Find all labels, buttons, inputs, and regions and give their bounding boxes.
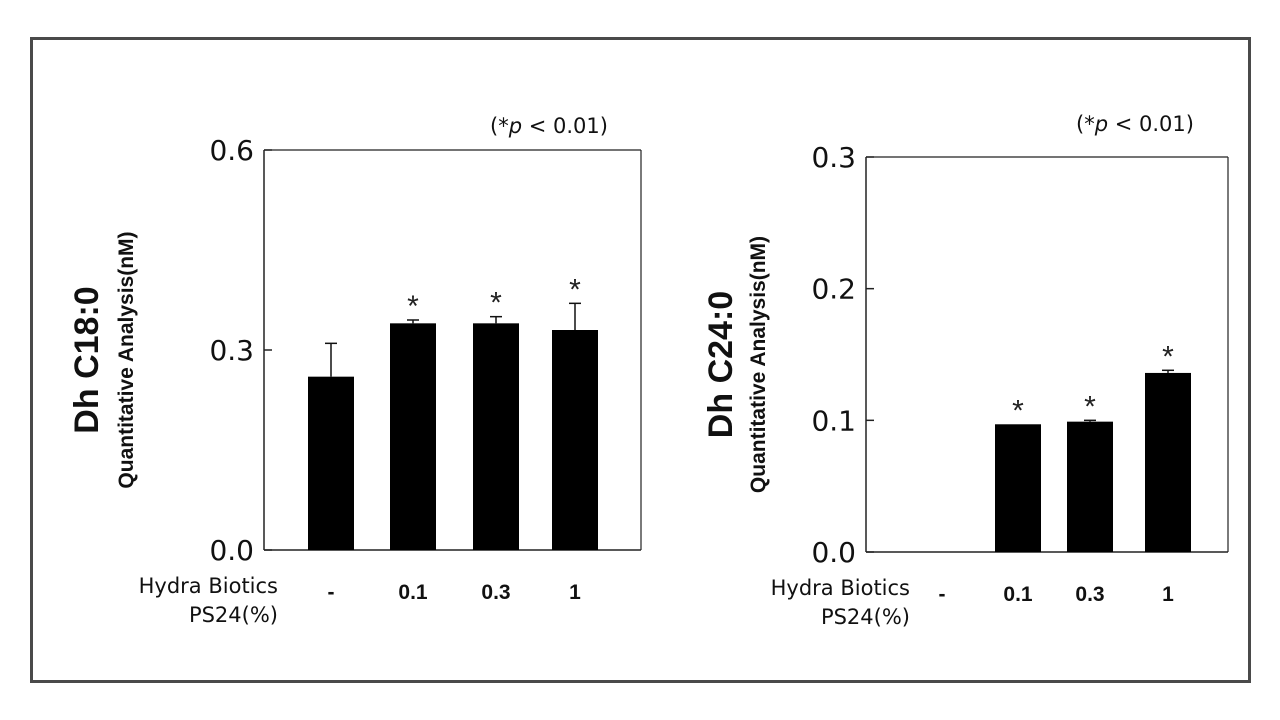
significance-star: * — [1162, 340, 1174, 373]
significance-note: (*p < 0.01) — [1076, 112, 1194, 136]
significance-star: * — [407, 290, 419, 323]
y-tick-label: 0.3 — [811, 141, 856, 174]
category-label: 1 — [569, 581, 581, 604]
bar — [308, 376, 354, 550]
y-tick-label: 0.2 — [811, 273, 856, 306]
y-axis-label: Quantitative Analysis(nM) — [747, 236, 770, 493]
figure-frame — [30, 37, 1251, 683]
significance-star: * — [490, 287, 502, 320]
xlabel-line-2: PS24(%) — [189, 603, 278, 627]
bar — [995, 424, 1041, 552]
significance-star: * — [1012, 394, 1024, 427]
chart-panel-2: 0.0 0.1 0.2 0.3 - * 0.1 * 0.3 * 1 Hydra Biotics PS24… — [702, 112, 1229, 629]
bar — [1145, 372, 1191, 552]
y-tick-label: 0.0 — [811, 536, 856, 569]
chart-title: Dh C18:0 — [68, 286, 106, 433]
category-label: 0.1 — [1003, 583, 1033, 606]
category-label: - — [939, 583, 946, 606]
bar — [1067, 421, 1113, 552]
category-label: 0.1 — [398, 581, 428, 604]
y-axis-label: Quantitative Analysis(nM) — [115, 231, 138, 488]
significance-note: (*p < 0.01) — [490, 114, 608, 138]
chart-title: Dh C24:0 — [702, 291, 740, 438]
category-label: - — [328, 581, 335, 604]
y-tick-label: 0.1 — [811, 404, 856, 437]
significance-star: * — [1084, 390, 1096, 423]
y-tick-label: 0.3 — [209, 334, 254, 367]
category-label: 1 — [1162, 583, 1174, 606]
xlabel-line-2: PS24(%) — [821, 605, 910, 629]
chart-panel-1: 0.0 0.3 0.6 - * 0.1 * 0.3 * 1 Hydra Biotics PS24(%)… — [68, 114, 642, 627]
category-label: 0.3 — [481, 581, 510, 604]
bar — [552, 330, 598, 550]
significance-star: * — [569, 273, 581, 306]
y-tick-label: 0.6 — [209, 134, 254, 167]
category-label: 0.3 — [1075, 583, 1104, 606]
xlabel-line-1: Hydra Biotics — [139, 574, 278, 598]
xlabel-line-1: Hydra Biotics — [771, 576, 910, 600]
bar — [390, 323, 436, 550]
y-tick-label: 0.0 — [209, 534, 254, 567]
bar — [473, 323, 519, 550]
